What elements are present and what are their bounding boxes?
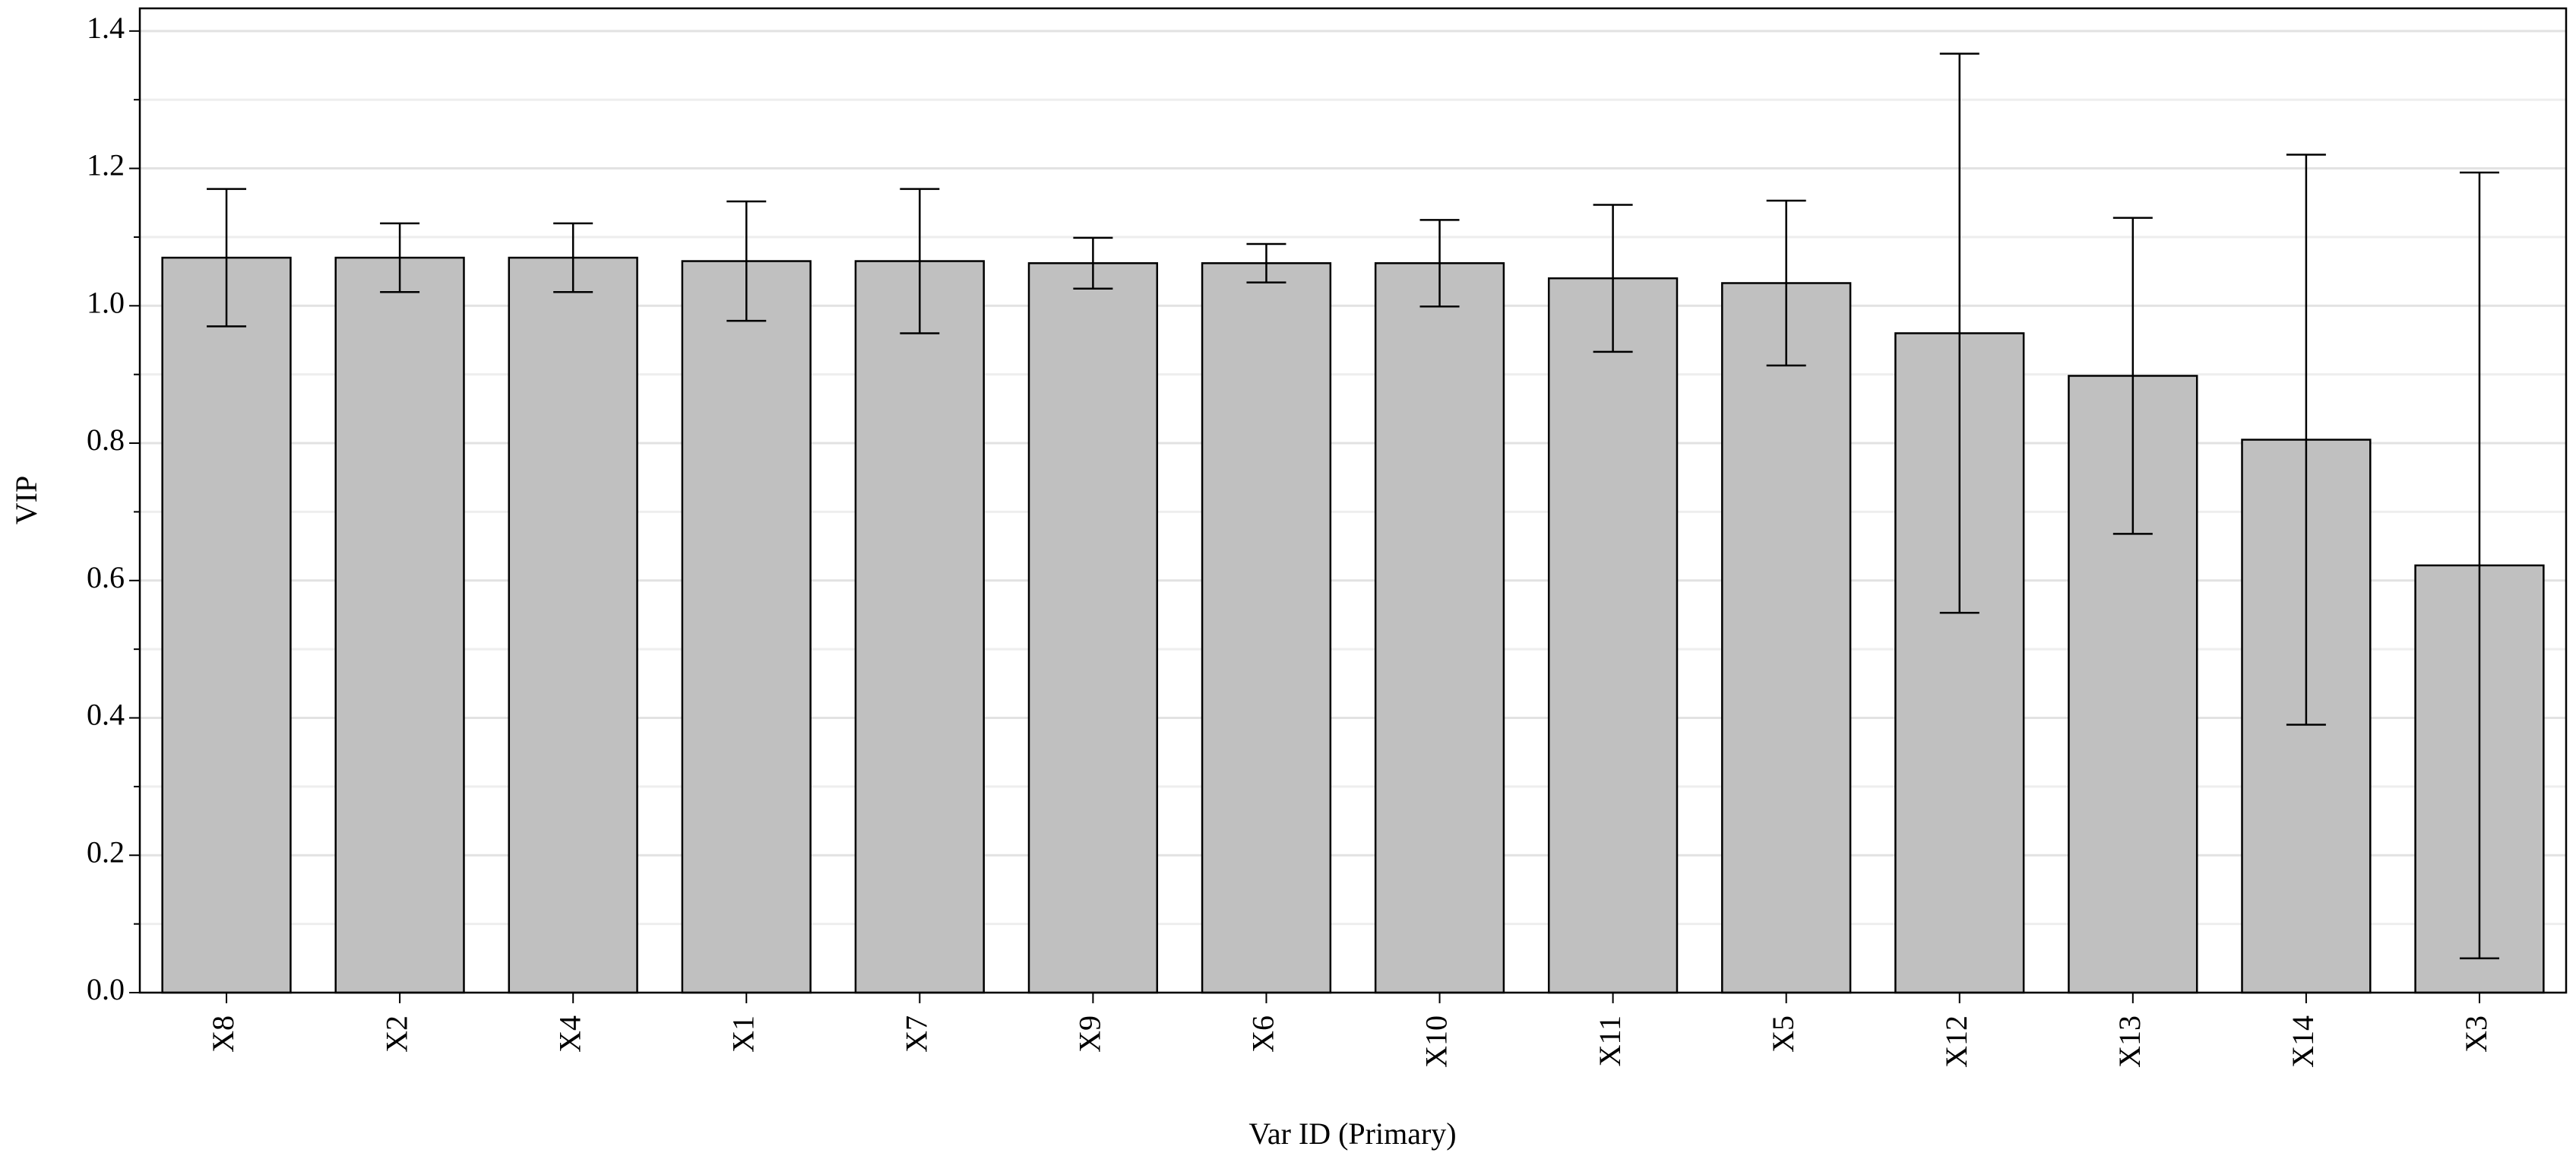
x-tick-label: X14 <box>2286 1015 2320 1068</box>
x-tick-label: X2 <box>379 1015 413 1053</box>
bar <box>161 256 292 994</box>
bar <box>854 260 985 994</box>
error-bar <box>900 188 940 334</box>
plot-frame <box>138 7 2568 994</box>
error-bar <box>1246 242 1286 283</box>
bar <box>1201 262 1332 994</box>
x-tick-label: X3 <box>2459 1015 2493 1053</box>
bar <box>681 260 812 994</box>
error-bar <box>553 222 593 293</box>
bar <box>334 256 465 994</box>
x-axis-label: Var ID (Primary) <box>1248 1117 1456 1151</box>
y-tick-label: 0.0 <box>87 972 125 1006</box>
y-tick-label: 1.4 <box>87 11 125 45</box>
y-tick-label: 0.8 <box>87 423 125 457</box>
error-bar <box>207 188 247 328</box>
bar <box>1374 262 1505 994</box>
x-tick-label: X8 <box>206 1015 240 1053</box>
y-axis-label: VIP <box>9 476 43 524</box>
y-tick-label: 1.2 <box>87 148 125 182</box>
error-bar <box>726 200 767 322</box>
bar <box>1027 262 1159 994</box>
error-bar <box>1939 52 1979 614</box>
error-bar <box>1593 204 1633 353</box>
bar <box>508 256 638 994</box>
error-bar <box>2112 217 2153 535</box>
x-tick-label: X9 <box>1073 1015 1107 1053</box>
x-tick-label: X1 <box>726 1015 760 1053</box>
x-tick-label: X5 <box>1766 1015 1800 1053</box>
error-bar <box>1766 199 1806 367</box>
x-tick-label: X4 <box>552 1015 587 1053</box>
x-tick-label: X6 <box>1246 1015 1280 1053</box>
bar <box>1547 277 1679 994</box>
y-tick-label: 1.0 <box>87 285 125 319</box>
y-tick-label: 0.6 <box>87 560 125 594</box>
y-tick-label: 0.2 <box>87 835 125 869</box>
error-bar <box>2286 154 2326 726</box>
error-bar <box>1073 236 1113 290</box>
error-bar <box>2459 171 2499 960</box>
error-bar <box>380 222 420 293</box>
x-tick-label: X11 <box>1593 1015 1627 1066</box>
x-tick-label: X7 <box>899 1015 933 1053</box>
error-bar <box>1419 219 1460 308</box>
x-tick-label: X13 <box>2112 1015 2147 1068</box>
bar <box>1721 282 1852 994</box>
x-tick-label: X10 <box>1419 1015 1454 1068</box>
x-tick-label: X12 <box>1939 1015 1973 1068</box>
y-tick-label: 0.4 <box>87 698 125 732</box>
